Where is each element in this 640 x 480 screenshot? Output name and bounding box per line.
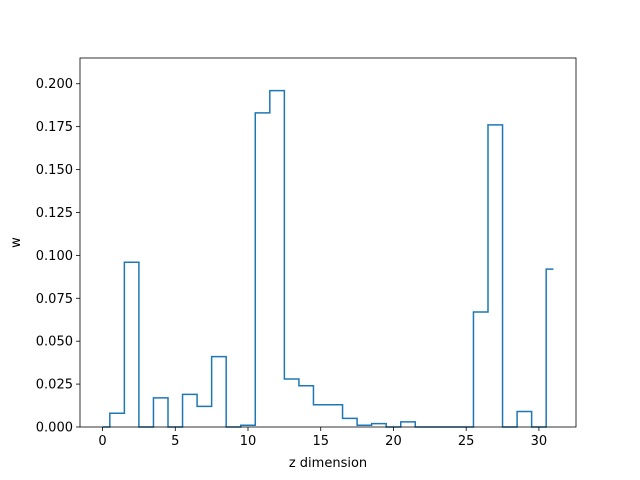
y-tick-label: 0.125 [36, 206, 73, 221]
y-tick-label: 0.175 [36, 120, 73, 135]
y-tick-label: 0.150 [36, 163, 73, 178]
series-step-line [102, 89, 554, 428]
x-axis-ticks: 0 5 10 15 20 25 30 [98, 427, 547, 449]
y-tick-label: 0.100 [36, 249, 73, 264]
y-tick-label: 0.200 [36, 77, 73, 92]
x-tick-label: 15 [312, 434, 329, 449]
y-tick-label: 0.025 [36, 378, 73, 393]
y-axis-ticks: 0.000 0.025 0.050 0.075 0.100 0.125 0.150 0.175… [36, 77, 80, 436]
x-axis-label: z dimension [289, 456, 367, 471]
y-tick-label: 0.050 [36, 335, 73, 350]
x-tick-label: 25 [458, 434, 475, 449]
x-tick-label: 20 [385, 434, 402, 449]
x-tick-label: 10 [240, 434, 257, 449]
y-tick-label: 0.000 [36, 421, 73, 436]
axes-frame [79, 57, 577, 428]
x-tick-label: 30 [531, 434, 548, 449]
y-axis-label: w [9, 237, 24, 248]
x-tick-label: 0 [98, 434, 106, 449]
x-tick-label: 5 [171, 434, 179, 449]
y-tick-label: 0.075 [36, 292, 73, 307]
